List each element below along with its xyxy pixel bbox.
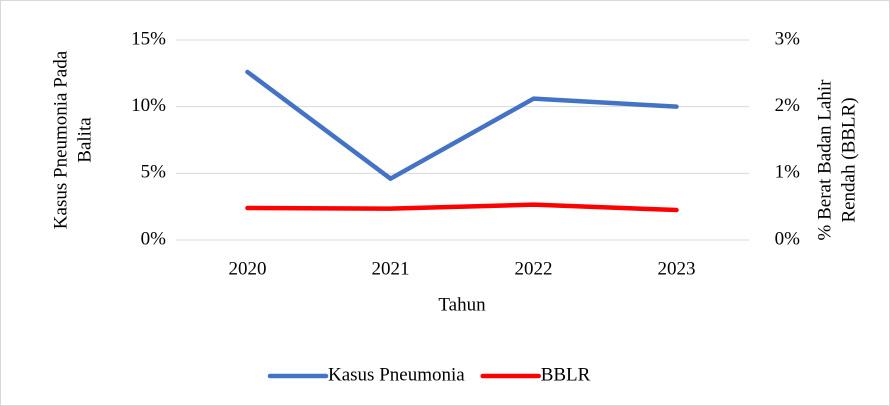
y-tick-label: 5% bbox=[141, 162, 167, 183]
x-axis-label: Tahun bbox=[438, 294, 486, 315]
y-tick-label: 10% bbox=[131, 95, 166, 116]
y2-tick-label: 2% bbox=[775, 95, 801, 116]
y2-axis-label: Rendah (BBLR) bbox=[838, 97, 859, 222]
y-tick-label: 15% bbox=[131, 28, 166, 49]
y2-axis-label: % Berat Badan Lahir bbox=[814, 79, 835, 241]
legend-label: BBLR bbox=[541, 364, 591, 385]
y2-tick-label: 0% bbox=[775, 228, 801, 249]
y-axis-label: Balita bbox=[74, 117, 95, 163]
x-tick-label: 2022 bbox=[515, 258, 553, 279]
x-tick-label: 2023 bbox=[658, 258, 696, 279]
y2-tick-label: 1% bbox=[775, 162, 801, 183]
x-tick-label: 2021 bbox=[372, 258, 410, 279]
y-tick-label: 0% bbox=[141, 228, 167, 249]
series-line bbox=[245, 69, 679, 181]
y-axis-label: Kasus Pneumonia Pada bbox=[50, 50, 71, 229]
legend-label: Kasus Pneumonia bbox=[328, 364, 465, 385]
series-line bbox=[245, 202, 679, 213]
y2-tick-label: 3% bbox=[775, 28, 801, 49]
x-tick-label: 2020 bbox=[229, 258, 267, 279]
